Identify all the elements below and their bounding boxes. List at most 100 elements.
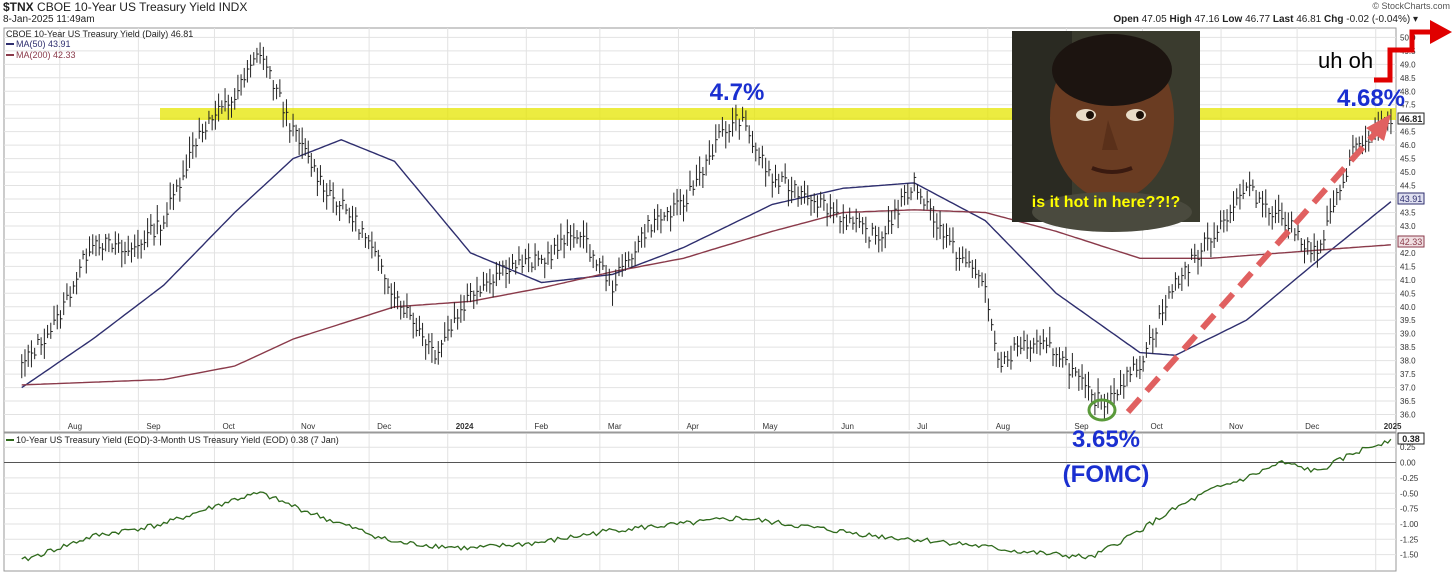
open-label: Open	[1113, 14, 1139, 25]
badge-ma50: 43.91	[1400, 194, 1423, 204]
price-y-tick-label: 48.0	[1400, 87, 1416, 96]
spread-y-tick-label: -0.50	[1400, 489, 1419, 498]
price-y-tick-label: 39.5	[1400, 316, 1416, 325]
symbol-name: CBOE 10-Year US Treasury Yield INDX	[37, 0, 248, 14]
x-tick-label: Oct	[1150, 422, 1163, 431]
quote-line: Open 47.05 High 47.16 Low 46.77 Last 46.…	[1113, 14, 1418, 25]
meme-hair	[1052, 34, 1172, 106]
step-arrow-head	[1430, 20, 1452, 44]
ma50-line	[21, 139, 1392, 389]
spread-y-tick-label: -1.50	[1400, 551, 1419, 560]
badge-ma200-box	[1397, 235, 1425, 248]
price-y-tick-label: 41.0	[1400, 276, 1416, 285]
legend-ma50: MA(50) 43.91	[16, 39, 71, 49]
meme-pupil-left	[1086, 111, 1094, 119]
price-y-tick-label: 43.0	[1400, 222, 1416, 231]
chg-down-icon: ▾	[1412, 14, 1418, 25]
x-tick-label: Sep	[146, 422, 161, 431]
high-value: 47.16	[1194, 14, 1220, 25]
current-annotation: 4.68%	[1337, 85, 1405, 112]
meme-pupil-right	[1136, 111, 1144, 119]
series-layer	[21, 42, 1393, 562]
high-label: High	[1169, 14, 1192, 25]
peak-annotation: 4.7%	[710, 79, 765, 106]
price-y-tick-label: 43.5	[1400, 208, 1416, 217]
price-y-tick-label: 37.0	[1400, 384, 1416, 393]
spread-y-tick-label: 0.25	[1400, 443, 1416, 452]
low-value: 46.77	[1245, 14, 1271, 25]
symbol: $TNX	[3, 0, 34, 14]
badge-ma50-box	[1397, 192, 1425, 205]
price-y-tick-label: 45.5	[1400, 155, 1416, 164]
x-tick-label: Apr	[686, 422, 699, 431]
x-tick-label: Feb	[534, 422, 548, 431]
x-tick-label: Aug	[68, 422, 82, 431]
meme-caption: is it hot in here??!?	[1032, 194, 1180, 211]
spread-y-tick-label: 0.00	[1400, 459, 1416, 468]
spread-line	[21, 438, 1392, 562]
price-y-tick-label: 36.5	[1400, 397, 1416, 406]
price-y-tick-label: 39.0	[1400, 330, 1416, 339]
badge-last-box	[1397, 112, 1425, 125]
price-y-tick-label: 48.5	[1400, 74, 1416, 83]
spread-y-tick-label: -0.75	[1400, 505, 1419, 514]
x-tick-label: Sep	[1074, 422, 1089, 431]
badge-spread: 0.38	[1402, 434, 1420, 444]
low-circle	[1087, 398, 1117, 422]
symbol-line: $TNX CBOE 10-Year US Treasury Yield INDX	[3, 0, 247, 14]
trend-arrow-line	[1125, 126, 1383, 414]
legend-main: CBOE 10-Year US Treasury Yield (Daily) 4…	[6, 29, 193, 39]
low-label: Low	[1222, 14, 1243, 25]
x-tick-label: Nov	[301, 422, 315, 431]
last-value: 46.81	[1296, 14, 1322, 25]
badge-ma200: 42.33	[1400, 237, 1423, 247]
open-value: 47.05	[1141, 14, 1167, 25]
spread-y-tick-label: -1.00	[1400, 520, 1419, 529]
x-tick-label: May	[763, 422, 778, 431]
price-y-tick-label: 49.0	[1400, 60, 1416, 69]
price-panel-frame	[3, 27, 1397, 433]
fomc-annotation: (FOMC)	[1063, 461, 1150, 488]
spread-panel-frame	[3, 432, 1397, 572]
price-y-tick-label: 40.5	[1400, 289, 1416, 298]
x-tick-label: Oct	[222, 422, 235, 431]
x-tick-label: 2025	[1384, 422, 1402, 431]
meme-mouth	[1091, 166, 1133, 174]
x-tick-label: Aug	[996, 422, 1010, 431]
price-y-tick-label: 45.0	[1400, 168, 1416, 177]
price-y-tick-label: 50.0	[1400, 33, 1416, 42]
price-y-tick-label: 46.0	[1400, 141, 1416, 150]
price-y-tick-label: 41.5	[1400, 262, 1416, 271]
right-badges: 46.81 43.91 42.33 0.38	[1397, 112, 1425, 445]
brand-watermark[interactable]: © StockCharts.com	[1372, 1, 1450, 11]
x-tick-label: Jul	[917, 422, 927, 431]
chg-value: -0.02 (-0.04%)	[1346, 14, 1411, 25]
chg-label: Chg	[1324, 14, 1344, 25]
badge-spread-box	[1397, 432, 1425, 445]
spread-y-tick-label: -0.25	[1400, 474, 1419, 483]
resistance-band	[160, 108, 1396, 120]
trend-arrow-head	[1366, 114, 1391, 141]
legend-ma200: MA(200) 42.33	[16, 50, 76, 60]
price-y-tick-label: 47.5	[1400, 101, 1416, 110]
ma200-line	[21, 209, 1391, 386]
price-y-tick-label: 42.0	[1400, 249, 1416, 258]
x-tick-label: Nov	[1229, 422, 1243, 431]
x-tick-label: Dec	[377, 422, 391, 431]
x-tick-label: Jun	[841, 422, 854, 431]
low-annotation: 3.65%	[1072, 426, 1140, 453]
price-y-tick-label: 38.5	[1400, 343, 1416, 352]
spread-grid	[4, 434, 1396, 570]
price-y-tick-label: 36.0	[1400, 411, 1416, 420]
chart-datetime: 8-Jan-2025 11:49am	[3, 14, 95, 25]
x-tick-label: 2024	[456, 422, 474, 431]
meme-shirt	[1032, 192, 1192, 232]
last-label: Last	[1272, 14, 1294, 25]
x-tick-label: Mar	[608, 422, 622, 431]
badge-last: 46.81	[1400, 114, 1423, 124]
spread-y-tick-label: -1.25	[1400, 535, 1419, 544]
meme-nose	[1102, 120, 1118, 150]
price-y-tick-label: 40.0	[1400, 303, 1416, 312]
price-y-tick-label: 38.0	[1400, 357, 1416, 366]
